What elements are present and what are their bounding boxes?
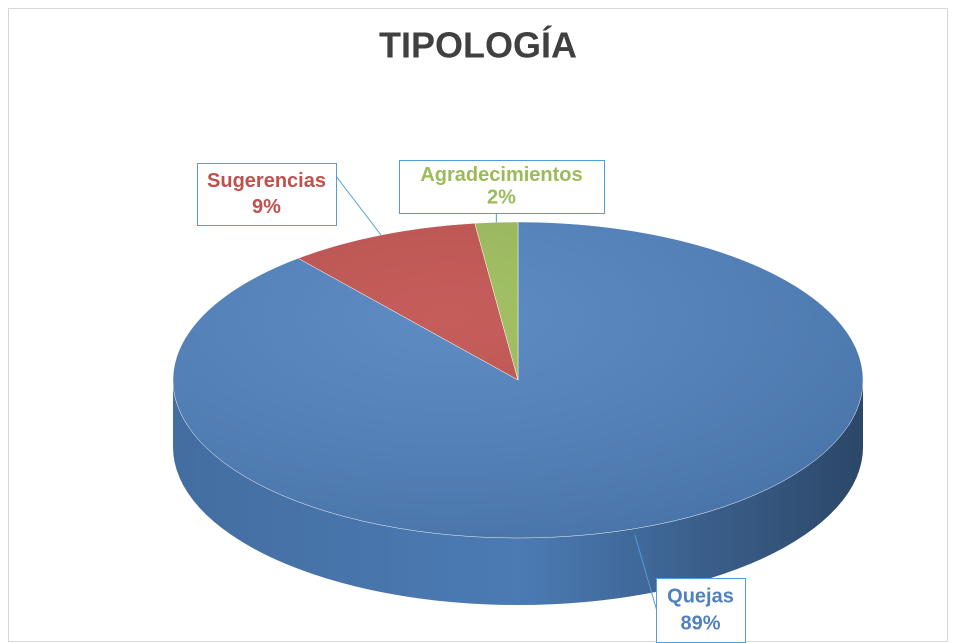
pie-top-shade [173, 222, 863, 538]
label-name: Sugerencias [207, 170, 326, 192]
label-value: 2% [487, 186, 516, 208]
label-name: Quejas [667, 585, 734, 607]
label-name: Agradecimientos [420, 164, 582, 186]
label-box [656, 578, 746, 643]
pie-side-shade [173, 380, 863, 605]
label-value: 89% [680, 612, 720, 634]
label-box [399, 160, 605, 214]
label-value: 9% [252, 196, 281, 218]
label-box [197, 163, 337, 226]
chart-title: TIPOLOGÍA [379, 25, 577, 66]
